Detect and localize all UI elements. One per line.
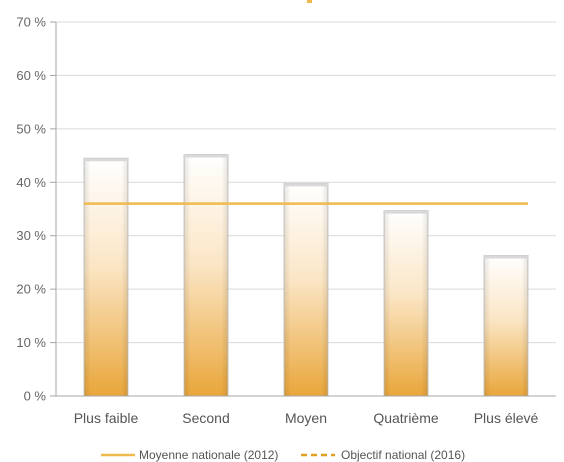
bar-shading [284,183,328,396]
legend-label-national-average: Moyenne nationale (2012) [139,448,278,462]
bar-shading [484,255,528,396]
legend-label-national-target: Objectif national (2016) [341,448,465,462]
bar-cap [284,183,328,187]
x-tick-label: Plus faible [74,410,139,426]
y-axis: 0 % 10 % 20 % 30 % 40 % 50 % 60 % 70 % [16,15,57,404]
bar-shading [384,210,428,396]
bar-cap [184,154,228,158]
bar-group [483,254,529,397]
x-tick-label: Plus élevé [474,410,539,426]
y-tick-label: 70 % [16,15,46,30]
bar-group [383,210,429,397]
bar-cap [384,210,428,214]
y-tick-label: 60 % [16,68,46,83]
bar-group [283,182,329,397]
bar-shading [184,154,228,396]
y-tick-label: 10 % [16,335,46,350]
title-fragment [307,0,312,3]
bar-group [83,157,129,397]
x-tick-label: Quatrième [373,410,439,426]
bar-group [183,154,229,397]
bar-cap [484,255,528,259]
bar-cap [84,158,128,162]
y-tick-label: 40 % [16,175,46,190]
y-tick-label: 50 % [16,121,46,136]
x-tick-label: Moyen [285,410,327,426]
bars [83,154,529,397]
y-tick-label: 20 % [16,282,46,297]
legend: Moyenne nationale (2012) Objectif nation… [101,448,465,462]
x-tick-label: Second [182,410,229,426]
x-axis: Plus faible Second Moyen Quatrième Plus élev… [56,395,556,426]
y-tick-label: 0 % [24,389,47,404]
y-tick-label: 30 % [16,228,46,243]
bar-shading [84,158,128,396]
